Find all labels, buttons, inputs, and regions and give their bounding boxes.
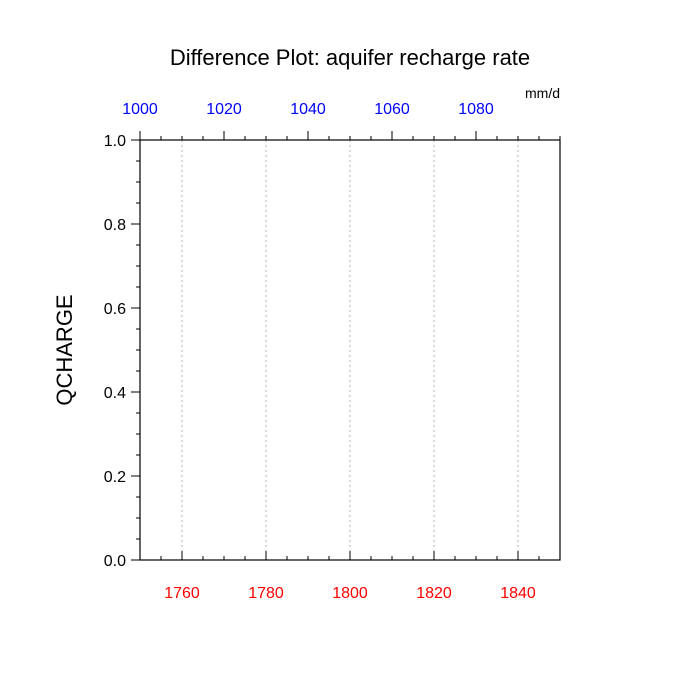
left-tick-label: 0.0 bbox=[104, 553, 126, 570]
top-tick-label: 1000 bbox=[122, 101, 158, 118]
bottom-tick-label: 1840 bbox=[500, 585, 536, 602]
tick-labels: 1760 1780 1800 1820 1840 1000 1020 1040 1060 1080… bbox=[104, 101, 536, 602]
units-label: mm/d bbox=[525, 85, 560, 101]
chart-title: Difference Plot: aquifer recharge rate bbox=[170, 45, 530, 70]
bottom-tick-label: 1820 bbox=[416, 585, 452, 602]
y-axis-label: QCHARGE bbox=[52, 294, 77, 405]
axis-ticks bbox=[131, 131, 561, 561]
bottom-tick-label: 1800 bbox=[332, 585, 368, 602]
left-tick-label: 0.6 bbox=[104, 301, 126, 318]
top-tick-label: 1080 bbox=[458, 101, 494, 118]
top-tick-label: 1020 bbox=[206, 101, 242, 118]
left-tick-label: 1.0 bbox=[104, 133, 126, 150]
left-tick-label: 0.8 bbox=[104, 217, 126, 234]
left-tick-label: 0.4 bbox=[104, 385, 126, 402]
plot-frame bbox=[139, 139, 561, 561]
bottom-tick-label: 1780 bbox=[248, 585, 284, 602]
top-tick-label: 1040 bbox=[290, 101, 326, 118]
left-tick-label: 0.2 bbox=[104, 469, 126, 486]
vertical-grid bbox=[181, 140, 519, 560]
top-tick-label: 1060 bbox=[374, 101, 410, 118]
bottom-tick-label: 1760 bbox=[164, 585, 200, 602]
